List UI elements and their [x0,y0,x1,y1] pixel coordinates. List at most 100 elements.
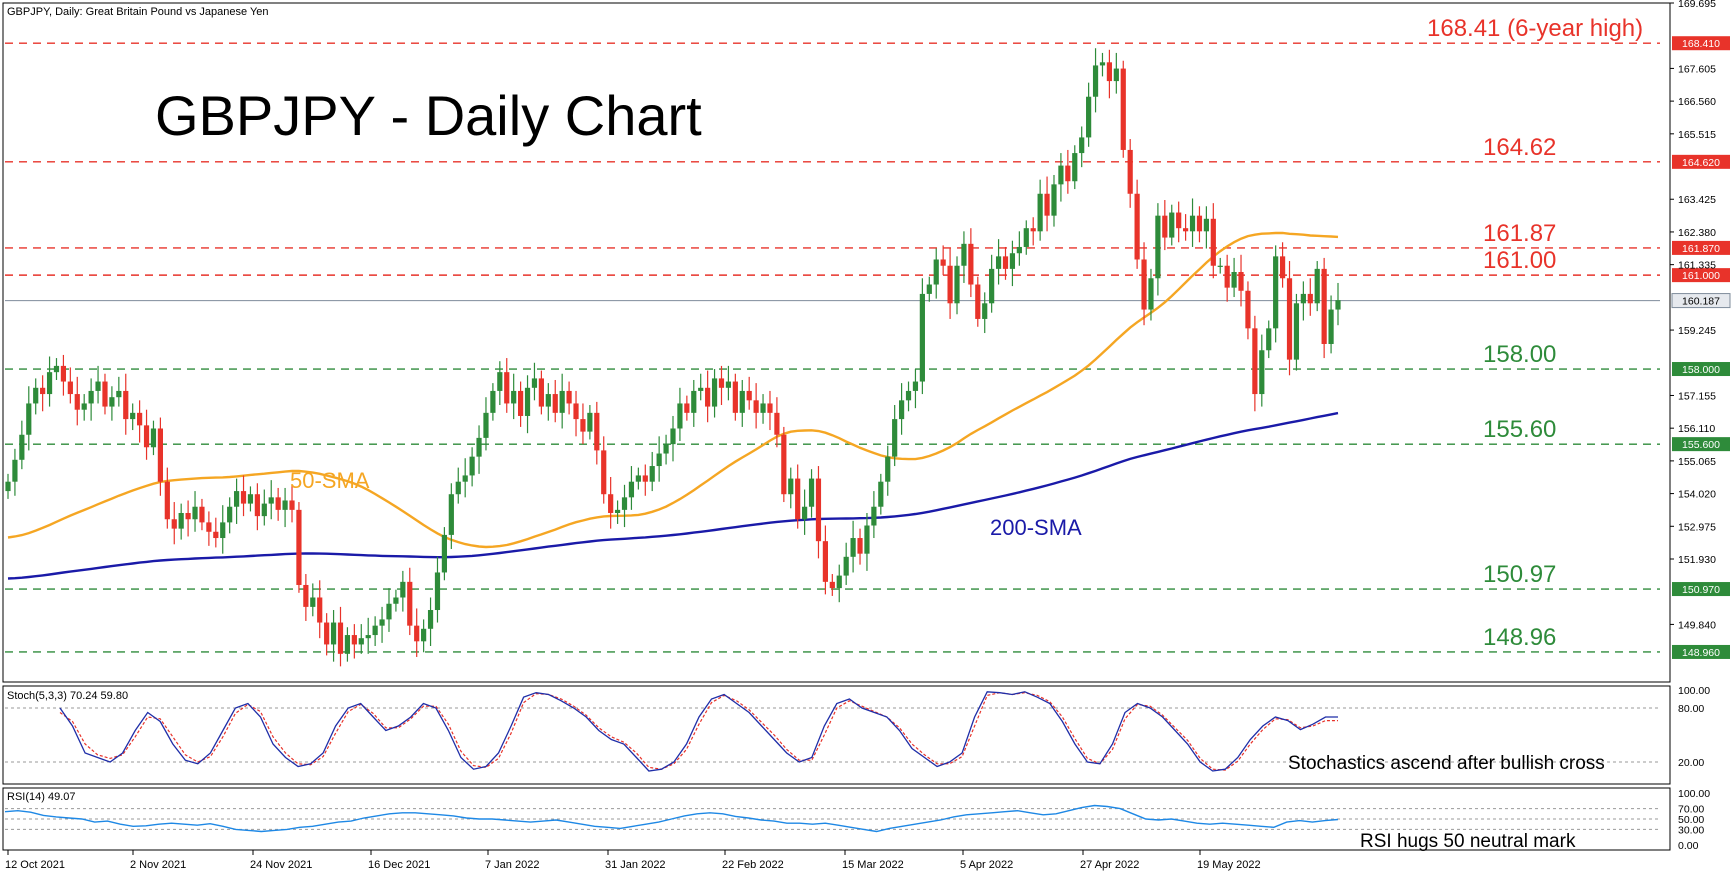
candle-body [795,478,801,520]
candle-body [857,538,863,554]
candle-body [753,400,759,413]
candle-body [1009,253,1016,269]
level-price-box [1672,240,1730,255]
price-tick-label: 161.335 [1678,260,1716,272]
candle-body [427,610,434,629]
candle-body [871,506,877,526]
date-tick-label: 12 Oct 2021 [5,859,65,871]
stoch-main-line [59,691,1338,772]
date-tick-label: 5 Apr 2022 [960,859,1013,871]
candle-body [947,265,953,304]
price-tick-label: 149.840 [1678,619,1716,631]
candle-body [303,584,309,607]
candle-body [1307,293,1313,304]
stoch-tick-label: 20.00 [1678,757,1704,769]
candle-body [621,497,628,510]
candle-body [247,494,254,504]
candle-body [995,256,1002,269]
level-label: 164.62 [1483,134,1556,161]
candle-body [511,390,517,404]
candle-body [261,503,267,517]
candle-body [989,268,995,304]
candle-body [206,522,212,532]
candle-body [233,491,240,507]
candle-body [1037,193,1043,232]
level-label: 158.00 [1483,341,1556,368]
price-tick-label: 151.930 [1678,554,1716,566]
date-tick-label: 31 Jan 2022 [605,859,666,871]
price-axis: 169.695 167.605 166.560 165.515 163.425 162.3… [1670,0,1716,631]
level-price-box [1672,362,1730,377]
date-tick-label: 16 Dec 2021 [368,859,430,871]
level-price-text: 148.960 [1682,647,1720,659]
level-price-text: 161.000 [1682,270,1720,282]
candle-body [594,412,600,451]
candle-body [448,494,454,535]
price-tick-label: 162.380 [1678,227,1716,239]
candle-body [822,541,828,582]
level-price-text: 164.620 [1682,157,1720,169]
candle-body [441,534,448,573]
candle-body [337,622,344,654]
candle-body [289,500,295,510]
candle-body [1155,215,1161,279]
candle-body [829,581,835,589]
candle-body [628,481,635,498]
candle-body [905,390,912,401]
candle-body [476,437,482,457]
candle-body [698,387,704,391]
candle-body [926,284,932,294]
candle-body [109,397,115,407]
candle-body [732,381,738,413]
candle-body [1127,149,1133,194]
rsi-tick-label: 70.00 [1678,804,1704,816]
candle-body [961,243,967,266]
level-price-box [1672,644,1730,659]
candle-body [718,378,725,388]
date-tick-label: 2 Nov 2021 [130,859,186,871]
candle-body [538,378,544,407]
date-tick-label: 24 Nov 2021 [250,859,312,871]
price-tick-label: 152.975 [1678,521,1716,533]
candle-body [1252,328,1258,395]
stochastic-note: Stochastics ascend after bullish cross [1288,753,1605,774]
candle-body [102,381,108,407]
candle-body [1058,165,1064,185]
candle-body [490,390,496,413]
sma50-line [7,231,1339,549]
candle-body [455,481,461,495]
candle-body [330,622,337,645]
candle-body [725,381,732,388]
candle-body [864,525,870,554]
candle-body [240,491,247,504]
candle-body [407,581,413,626]
candle-body [1113,68,1119,82]
level-price-text: 168.410 [1682,38,1720,50]
candle-body [130,412,136,420]
candle-body [386,603,392,620]
candle-body [691,390,697,413]
candle-body [815,478,822,542]
candle-body [67,381,73,395]
candle-body [1072,153,1078,182]
current-price-box [1671,293,1731,309]
candle-body [739,390,745,413]
candle-body [137,412,143,426]
candle-body [1321,268,1327,344]
candle-body [12,459,18,482]
sma200-line [7,411,1339,580]
candle-body [975,284,981,319]
candle-body [282,500,288,510]
level-label: 148.96 [1483,624,1556,651]
candle-body [1120,68,1126,150]
candle-body [19,434,25,460]
candle-body [1051,184,1057,216]
candle-body [788,478,794,495]
candle-body [213,531,219,539]
candle-body [663,444,669,454]
candle-body [1231,272,1237,288]
candle-body [365,635,371,639]
sma-layer [7,231,1339,580]
